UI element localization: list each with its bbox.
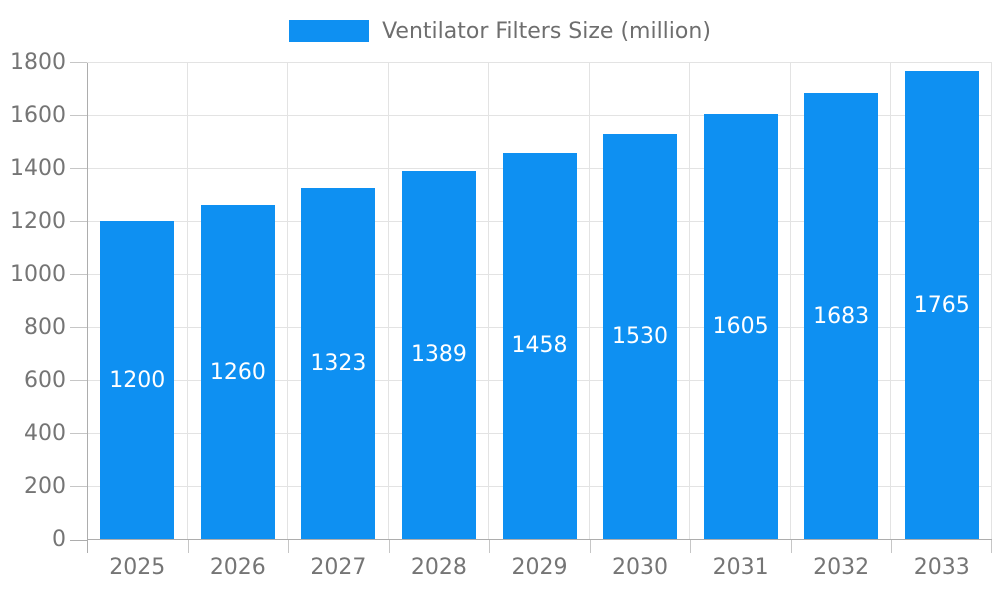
gridline-x xyxy=(789,63,791,540)
legend-swatch xyxy=(289,20,370,42)
legend-label: Ventilator Filters Size (million) xyxy=(382,18,711,44)
bar-value-label: 1260 xyxy=(209,359,266,385)
y-tick xyxy=(70,221,87,222)
x-axis-label-2026: 2026 xyxy=(209,555,266,580)
y-axis-label-1800: 1800 xyxy=(10,50,66,75)
y-axis-label-1600: 1600 xyxy=(10,103,66,128)
x-axis-label-2028: 2028 xyxy=(410,555,467,580)
y-tick xyxy=(70,274,87,275)
bar-value-label: 1323 xyxy=(310,351,367,377)
gridline-x xyxy=(287,63,289,540)
legend[interactable]: Ventilator Filters Size (million) xyxy=(0,16,1000,46)
bar-2030[interactable]: 1530 xyxy=(603,133,678,539)
gridline-x xyxy=(689,63,691,540)
x-tick xyxy=(690,540,692,553)
bar-2028[interactable]: 1389 xyxy=(401,170,476,539)
x-axis-line xyxy=(87,539,992,540)
bar-value-label: 1683 xyxy=(813,303,870,329)
bar-value-label: 1605 xyxy=(712,313,769,339)
y-axis-label-1400: 1400 xyxy=(10,156,66,181)
bar-value-label: 1530 xyxy=(612,323,669,349)
x-tick xyxy=(891,540,893,553)
bar-2026[interactable]: 1260 xyxy=(200,205,275,539)
x-axis-label-2029: 2029 xyxy=(511,555,568,580)
gridline-x xyxy=(890,63,892,540)
y-axis-label-800: 800 xyxy=(24,315,66,340)
x-tick xyxy=(388,540,390,553)
y-tick xyxy=(70,540,87,541)
gridline-x xyxy=(387,63,389,540)
y-tick xyxy=(70,115,87,116)
gridline-x xyxy=(488,63,490,540)
gridline-x xyxy=(588,63,590,540)
bar-2029[interactable]: 1458 xyxy=(502,152,577,539)
x-tick xyxy=(790,540,792,553)
x-tick xyxy=(589,540,591,553)
bar-2025[interactable]: 1200 xyxy=(100,221,175,539)
y-tick xyxy=(70,433,87,434)
bar-value-label: 1200 xyxy=(109,367,166,393)
y-tick xyxy=(70,62,87,63)
bar-2027[interactable]: 1323 xyxy=(301,188,376,539)
y-axis-label-1200: 1200 xyxy=(10,209,66,234)
bar-value-label: 1458 xyxy=(511,333,568,359)
bar-value-label: 1389 xyxy=(410,342,467,368)
y-tick xyxy=(70,486,87,487)
y-tick xyxy=(70,380,87,381)
gridline-y-1600 xyxy=(87,115,992,116)
y-axis-label-600: 600 xyxy=(24,368,66,393)
x-tick xyxy=(489,540,491,553)
x-axis-label-2025: 2025 xyxy=(109,555,166,580)
y-tick xyxy=(70,168,87,169)
y-axis-line xyxy=(87,63,88,540)
y-axis-label-400: 400 xyxy=(24,421,66,446)
y-axis-label-1000: 1000 xyxy=(10,262,66,287)
x-tick xyxy=(87,540,88,553)
bar-2033[interactable]: 1765 xyxy=(904,71,979,539)
gridline-y-1800 xyxy=(87,62,992,63)
x-axis-label-2027: 2027 xyxy=(310,555,367,580)
y-tick xyxy=(70,327,87,328)
x-axis-label-2031: 2031 xyxy=(712,555,769,580)
y-axis-label-200: 200 xyxy=(24,474,66,499)
gridline-x xyxy=(186,63,188,540)
x-tick xyxy=(991,540,992,553)
x-axis-label-2033: 2033 xyxy=(913,555,970,580)
x-axis-label-2030: 2030 xyxy=(612,555,669,580)
bar-2032[interactable]: 1683 xyxy=(804,93,879,539)
bar-2031[interactable]: 1605 xyxy=(703,113,778,539)
x-axis-label-2032: 2032 xyxy=(813,555,870,580)
gridline-x xyxy=(991,63,992,540)
x-tick xyxy=(288,540,290,553)
plot-area: 1200 1260 1323 1389 1458 1530 1605 1683 1765 xyxy=(87,62,992,540)
bar-value-label: 1765 xyxy=(913,292,970,318)
x-tick xyxy=(187,540,189,553)
y-axis-label-0: 0 xyxy=(52,527,66,552)
